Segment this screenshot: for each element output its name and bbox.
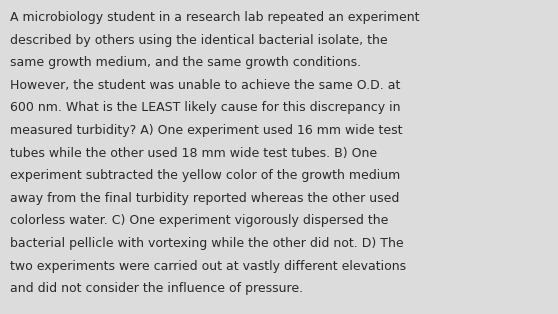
Text: two experiments were carried out at vastly different elevations: two experiments were carried out at vast… — [10, 260, 406, 273]
Text: 600 nm. What is the LEAST likely cause for this discrepancy in: 600 nm. What is the LEAST likely cause f… — [10, 101, 401, 114]
Text: same growth medium, and the same growth conditions.: same growth medium, and the same growth … — [10, 56, 361, 69]
Text: colorless water. C) One experiment vigorously dispersed the: colorless water. C) One experiment vigor… — [10, 214, 388, 227]
Text: experiment subtracted the yellow color of the growth medium: experiment subtracted the yellow color o… — [10, 169, 400, 182]
Text: measured turbidity? A) One experiment used 16 mm wide test: measured turbidity? A) One experiment us… — [10, 124, 402, 137]
Text: and did not consider the influence of pressure.: and did not consider the influence of pr… — [10, 282, 303, 295]
Text: tubes while the other used 18 mm wide test tubes. B) One: tubes while the other used 18 mm wide te… — [10, 147, 377, 160]
Text: bacterial pellicle with vortexing while the other did not. D) The: bacterial pellicle with vortexing while … — [10, 237, 403, 250]
Text: described by others using the identical bacterial isolate, the: described by others using the identical … — [10, 34, 388, 46]
Text: away from the final turbidity reported whereas the other used: away from the final turbidity reported w… — [10, 192, 400, 205]
Text: However, the student was unable to achieve the same O.D. at: However, the student was unable to achie… — [10, 79, 401, 92]
Text: A microbiology student in a research lab repeated an experiment: A microbiology student in a research lab… — [10, 11, 420, 24]
